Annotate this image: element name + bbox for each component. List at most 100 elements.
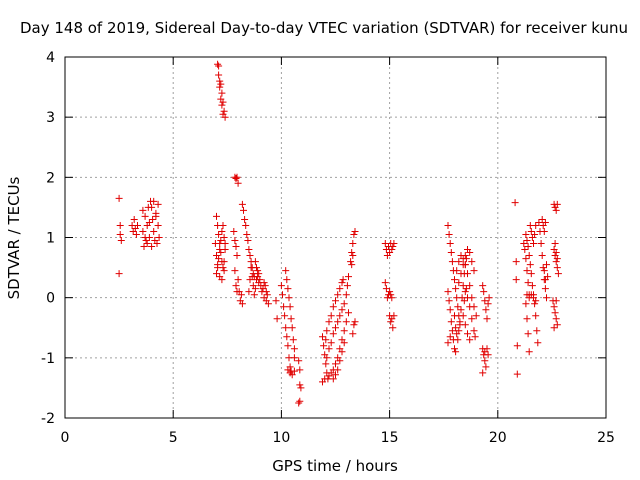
data-point bbox=[242, 222, 250, 229]
data-point bbox=[340, 300, 348, 308]
data-point bbox=[351, 318, 359, 326]
data-point bbox=[338, 279, 346, 287]
data-point bbox=[143, 240, 151, 247]
data-point bbox=[447, 249, 455, 256]
data-point bbox=[451, 312, 458, 320]
data-point bbox=[254, 267, 262, 275]
data-point bbox=[329, 303, 337, 311]
data-point bbox=[551, 309, 559, 317]
data-point bbox=[457, 306, 465, 314]
data-point bbox=[155, 234, 163, 241]
data-point bbox=[541, 219, 549, 226]
data-point bbox=[349, 252, 357, 259]
data-point bbox=[221, 240, 229, 247]
data-point bbox=[534, 339, 542, 347]
data-point bbox=[145, 219, 153, 226]
data-point bbox=[537, 240, 545, 247]
data-point bbox=[464, 294, 471, 302]
data-point bbox=[512, 276, 520, 284]
data-point bbox=[523, 267, 531, 275]
data-point bbox=[340, 327, 348, 335]
data-point bbox=[272, 297, 280, 305]
data-point bbox=[233, 173, 241, 181]
data-point bbox=[334, 291, 342, 299]
data-point bbox=[263, 291, 271, 299]
data-point bbox=[452, 348, 460, 356]
data-point bbox=[523, 237, 531, 244]
data-point bbox=[387, 291, 395, 299]
data-point bbox=[460, 297, 468, 305]
data-point bbox=[553, 321, 561, 329]
data-point bbox=[323, 354, 331, 362]
data-point bbox=[322, 360, 330, 368]
data-point bbox=[479, 369, 487, 377]
data-point bbox=[141, 212, 149, 220]
data-point bbox=[484, 300, 492, 308]
data-point bbox=[522, 231, 530, 238]
data-point bbox=[246, 252, 254, 259]
data-point bbox=[523, 315, 531, 323]
data-point bbox=[461, 321, 469, 329]
data-point bbox=[521, 246, 529, 253]
data-point bbox=[340, 339, 348, 347]
data-point bbox=[130, 216, 138, 223]
data-point bbox=[471, 333, 479, 341]
data-point bbox=[452, 324, 460, 332]
data-point bbox=[218, 101, 226, 109]
data-point bbox=[525, 252, 533, 259]
data-point bbox=[141, 234, 149, 241]
data-point bbox=[132, 231, 140, 238]
data-point bbox=[217, 80, 225, 88]
data-point bbox=[332, 297, 339, 305]
data-point bbox=[553, 264, 561, 272]
data-point bbox=[221, 246, 229, 253]
data-point bbox=[250, 291, 258, 299]
data-point bbox=[287, 315, 295, 323]
data-point bbox=[237, 291, 245, 299]
data-point bbox=[524, 279, 532, 287]
data-point bbox=[220, 234, 228, 241]
data-point bbox=[279, 291, 286, 299]
data-point bbox=[325, 345, 333, 353]
data-point bbox=[531, 300, 539, 308]
data-point bbox=[220, 258, 228, 266]
data-point bbox=[297, 384, 305, 392]
data-point bbox=[466, 303, 474, 311]
data-point bbox=[232, 243, 240, 250]
data-point bbox=[483, 345, 491, 353]
y-tick-label: 2 bbox=[46, 170, 55, 186]
data-point bbox=[448, 327, 456, 335]
data-point bbox=[524, 330, 532, 338]
data-point bbox=[382, 285, 390, 293]
data-point bbox=[262, 288, 270, 296]
data-point bbox=[462, 285, 470, 293]
data-point bbox=[348, 261, 356, 269]
data-point bbox=[296, 381, 304, 389]
data-point bbox=[244, 237, 252, 244]
data-point bbox=[350, 231, 358, 238]
data-point bbox=[218, 228, 226, 235]
data-point bbox=[339, 276, 347, 284]
data-point bbox=[454, 303, 462, 311]
data-point bbox=[332, 324, 339, 332]
data-point bbox=[139, 206, 147, 214]
data-point bbox=[334, 366, 342, 374]
data-point bbox=[531, 231, 539, 238]
data-point bbox=[342, 291, 350, 299]
data-point bbox=[336, 357, 344, 365]
x-tick-label: 10 bbox=[272, 430, 290, 446]
data-point bbox=[217, 249, 225, 256]
data-point bbox=[347, 258, 355, 266]
data-point bbox=[215, 62, 223, 70]
data-point bbox=[466, 282, 474, 290]
data-point bbox=[461, 288, 469, 296]
data-point bbox=[343, 282, 351, 290]
data-point bbox=[453, 267, 461, 275]
data-point bbox=[289, 336, 297, 344]
data-point bbox=[390, 312, 398, 320]
data-point bbox=[218, 276, 226, 284]
data-point bbox=[147, 197, 154, 205]
data-point bbox=[535, 219, 543, 226]
data-point bbox=[334, 318, 342, 326]
data-point bbox=[260, 279, 268, 287]
